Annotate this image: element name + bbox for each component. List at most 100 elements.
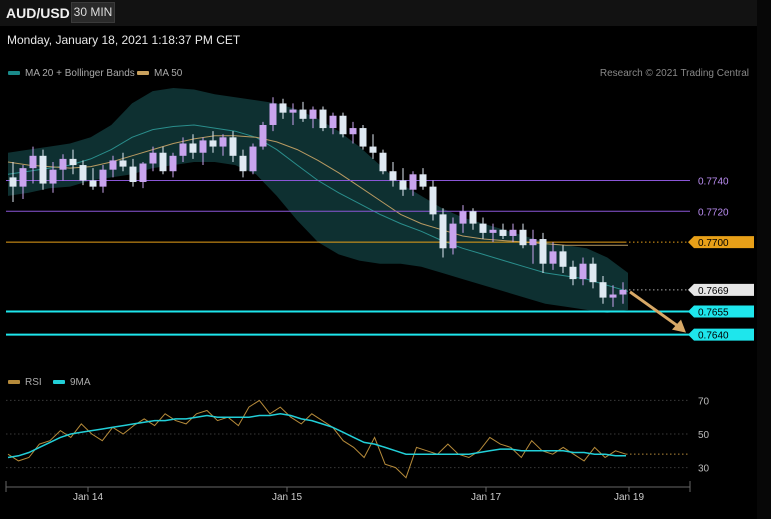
timeframe-badge[interactable]: 30 MIN <box>71 2 115 23</box>
candle-body <box>139 163 147 183</box>
candle-body <box>149 152 157 164</box>
candle-body <box>559 251 567 267</box>
candle-body <box>349 128 357 135</box>
ma50-legend-label: MA 50 <box>154 68 183 79</box>
candle-body <box>449 223 457 249</box>
level-tag-0.7655 <box>688 305 754 318</box>
candle-body <box>319 109 327 129</box>
candle-body <box>79 165 87 181</box>
candle-body <box>479 223 487 233</box>
candle-body <box>609 294 617 298</box>
credit-label: Research © 2021 Trading Central <box>599 68 749 79</box>
time-label: Jan 19 <box>614 492 644 503</box>
rsi-tick-label: 30 <box>698 464 710 475</box>
candle-body <box>429 186 437 215</box>
legend-rsi: RSI <box>8 377 42 388</box>
candle-body <box>569 266 577 280</box>
candle-body <box>19 168 27 187</box>
level-label-0.7700: 0.7700 <box>698 238 729 249</box>
right-edge <box>757 0 771 519</box>
candle-body <box>499 229 507 236</box>
level-tag-0.7700 <box>688 236 754 249</box>
candle-body <box>99 169 107 187</box>
level-label-0.7720: 0.7720 <box>698 207 729 218</box>
rsi-ma-legend-label: 9MA <box>70 377 91 388</box>
bollinger-band <box>8 88 628 313</box>
candle-body <box>419 174 427 187</box>
candle-body <box>489 229 497 233</box>
candle-body <box>59 158 67 170</box>
candle-body <box>219 137 227 147</box>
candle-body <box>379 152 387 172</box>
candle-body <box>249 146 257 172</box>
candle-body <box>439 214 447 249</box>
candle-body <box>359 128 367 147</box>
candle-body <box>29 155 37 169</box>
time-label: Jan 14 <box>73 492 103 503</box>
candle-body <box>89 180 97 187</box>
ma20-legend-label: MA 20 + Bollinger Bands <box>25 68 135 79</box>
time-label: Jan 15 <box>272 492 302 503</box>
candle-body <box>69 158 77 166</box>
candle-body <box>189 143 197 153</box>
candle-body <box>309 109 317 119</box>
candle-body <box>369 146 377 153</box>
candle-body <box>209 140 217 147</box>
rsi-tick-label: 50 <box>698 430 710 441</box>
candle-body <box>469 211 477 224</box>
candle-body <box>409 174 417 190</box>
forecast-arrow-head <box>672 319 686 333</box>
ma50-swatch <box>137 71 149 76</box>
candle-body <box>399 180 407 190</box>
rsi-ma-swatch <box>53 380 65 385</box>
candle-body <box>129 166 137 183</box>
candle-body <box>119 160 127 167</box>
candle-body <box>259 124 267 147</box>
candle-body <box>169 155 177 172</box>
level-label-0.7740: 0.7740 <box>698 176 729 187</box>
symbol-label: AUD/USD <box>6 5 70 21</box>
time-label: Jan 17 <box>471 492 501 503</box>
candle-body <box>339 115 347 135</box>
candle-body <box>329 115 337 129</box>
candle-body <box>179 143 187 156</box>
candle-body <box>549 251 557 264</box>
rsi-swatch <box>8 380 20 385</box>
level-label-0.7669: 0.7669 <box>698 286 729 297</box>
candle-body <box>289 109 297 113</box>
candle-body <box>599 282 607 298</box>
rsi-ma-line <box>7 413 626 459</box>
datetime-label: Monday, January 18, 2021 1:18:37 PM CET <box>7 33 241 47</box>
candle-body <box>529 239 537 246</box>
level-label-0.7640: 0.7640 <box>698 331 729 342</box>
candle-body <box>229 137 237 156</box>
candle-body <box>279 103 287 113</box>
candle-body <box>299 109 307 119</box>
ma20-swatch <box>8 71 20 76</box>
level-tag-0.7640 <box>688 328 754 341</box>
top-bar: AUD/USD 30 MIN <box>0 0 757 26</box>
candle-body <box>199 140 207 153</box>
rsi-tick-label: 70 <box>698 396 710 407</box>
candle-body <box>539 239 547 264</box>
candle-body <box>39 155 47 184</box>
candle-body <box>389 171 397 181</box>
rsi-line <box>7 399 627 479</box>
candle-body <box>49 169 57 184</box>
candle-body <box>9 177 17 187</box>
candle-body <box>159 152 167 172</box>
candle-body <box>619 289 627 295</box>
legend-ma20: MA 20 + Bollinger Bands <box>8 68 135 79</box>
candle-body <box>239 155 247 172</box>
level-tag-0.7669 <box>688 283 754 296</box>
candle-body <box>519 229 527 246</box>
candle-body <box>509 229 517 236</box>
candle-body <box>579 263 587 280</box>
level-label-0.7655: 0.7655 <box>698 307 729 318</box>
rsi-legend-label: RSI <box>25 377 42 388</box>
candle-body <box>109 160 117 170</box>
forecast-arrow-line <box>629 290 681 329</box>
legend-9ma: 9MA <box>53 377 91 388</box>
candle-body <box>589 263 597 283</box>
